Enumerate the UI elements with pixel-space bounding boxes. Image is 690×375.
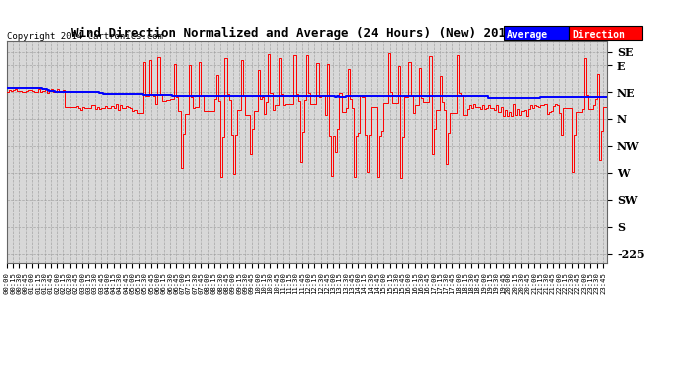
Text: Direction: Direction: [572, 30, 625, 40]
Text: Copyright 2014 Cartronics.com: Copyright 2014 Cartronics.com: [7, 32, 163, 41]
Text: Average: Average: [507, 30, 549, 40]
Title: Wind Direction Normalized and Average (24 Hours) (New) 20140610: Wind Direction Normalized and Average (2…: [71, 27, 543, 40]
